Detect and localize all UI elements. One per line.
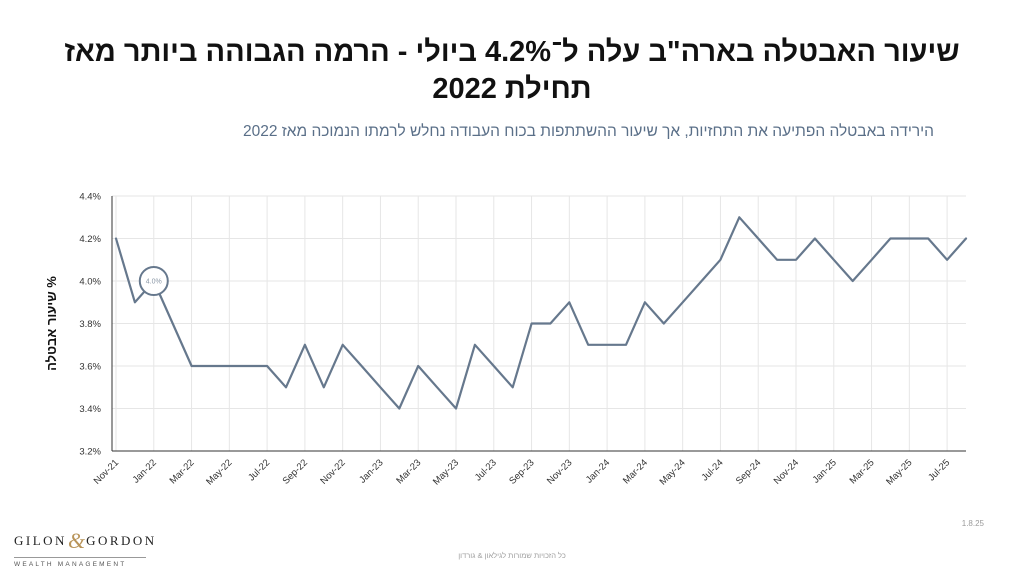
x-tick-label: May-23 bbox=[431, 457, 461, 487]
x-tick-label: May-25 bbox=[884, 457, 914, 487]
x-tick-label: Jan-23 bbox=[357, 457, 385, 485]
annotation-circle bbox=[138, 266, 169, 296]
y-tick-label: 3.2% bbox=[79, 447, 101, 458]
x-tick-label: Mar-24 bbox=[621, 457, 650, 486]
x-tick-label: Jan-22 bbox=[131, 457, 159, 485]
x-tick-label: Mar-25 bbox=[848, 457, 877, 486]
x-tick-label: Mar-23 bbox=[394, 457, 423, 486]
logo-text-left: GILON bbox=[14, 533, 67, 548]
logo-divider bbox=[14, 557, 146, 558]
x-tick-label: Jan-25 bbox=[811, 457, 839, 485]
unemployment-line-chart: 3.2% 3.4% 3.6% 3.8% 4.0% 4.2% 4.4% Nov-21 Jan-22… bbox=[44, 192, 968, 488]
annotation-label: 4.0% bbox=[146, 279, 162, 286]
x-tick-label: Jan-24 bbox=[584, 457, 612, 485]
report-date: 1.8.25 bbox=[961, 519, 984, 528]
x-tick-label: Nov-23 bbox=[545, 457, 574, 486]
logo-ampersand: & bbox=[67, 528, 86, 553]
unemployment-rate-line bbox=[114, 216, 968, 410]
x-tick-label: Nov-21 bbox=[92, 457, 121, 486]
x-tick-label: Jul-24 bbox=[699, 457, 725, 483]
x-tick-label: Nov-22 bbox=[318, 457, 347, 486]
x-tick-label: Mar-22 bbox=[168, 457, 197, 486]
x-tick-label: Sep-23 bbox=[507, 457, 536, 486]
logo-text-right: GORDON bbox=[86, 533, 157, 548]
logo-subtitle: WEALTH MANAGEMENT bbox=[14, 561, 127, 568]
copyright-notice: כל הזכויות שמורות לגילאון & גורדון bbox=[458, 551, 566, 560]
y-tick-label: 4.2% bbox=[79, 234, 101, 245]
x-tick-label: May-24 bbox=[658, 457, 688, 487]
page-subtitle: הירידה באבטלה הפתיעה את התחזיות, אך שיעו… bbox=[242, 123, 934, 140]
page-title: שיעור האבטלה בארה"ב עלה ל־4.2% ביולי - ה… bbox=[64, 36, 960, 105]
x-tick-label: Sep-24 bbox=[734, 457, 763, 486]
y-tick-label: 3.4% bbox=[79, 404, 101, 415]
x-tick-label: Jul-23 bbox=[473, 457, 499, 483]
y-axis-label: % שיעור אבטלה bbox=[44, 276, 59, 371]
x-tick-label: Jul-22 bbox=[246, 457, 272, 483]
company-logo: GILON&GORDON WEALTH MANAGEMENT bbox=[14, 528, 154, 568]
x-tick-label: Sep-22 bbox=[281, 457, 310, 486]
x-tick-label: Nov-24 bbox=[772, 457, 801, 486]
y-tick-label: 4.0% bbox=[79, 277, 101, 288]
y-tick-label: 3.8% bbox=[79, 319, 101, 330]
x-tick-label: Jul-25 bbox=[926, 457, 952, 483]
y-tick-label: 4.4% bbox=[79, 192, 101, 203]
y-tick-label: 3.6% bbox=[79, 362, 101, 373]
x-tick-label: May-22 bbox=[204, 457, 234, 487]
